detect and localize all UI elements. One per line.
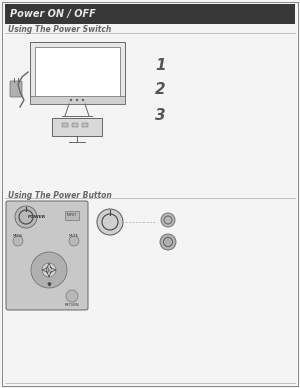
Text: MENU: MENU xyxy=(13,234,23,238)
Text: 1: 1 xyxy=(155,57,166,73)
Text: ok: ok xyxy=(46,267,52,272)
Circle shape xyxy=(42,263,56,277)
Circle shape xyxy=(76,99,78,101)
Text: Using The Power Button: Using The Power Button xyxy=(8,191,112,199)
Text: 2: 2 xyxy=(155,83,166,97)
Text: INPUT: INPUT xyxy=(67,213,77,218)
Text: Using The Power Switch: Using The Power Switch xyxy=(8,26,111,35)
FancyBboxPatch shape xyxy=(10,81,22,97)
Bar xyxy=(65,211,79,220)
Bar xyxy=(5,4,295,24)
Circle shape xyxy=(31,252,67,288)
Text: MUTE: MUTE xyxy=(69,234,79,238)
Circle shape xyxy=(97,209,123,235)
Circle shape xyxy=(161,213,175,227)
Circle shape xyxy=(13,236,23,246)
Text: POWER: POWER xyxy=(28,215,46,219)
FancyBboxPatch shape xyxy=(6,201,88,310)
Text: Power ON / OFF: Power ON / OFF xyxy=(10,9,96,19)
Bar xyxy=(30,42,125,104)
Circle shape xyxy=(70,99,72,101)
Circle shape xyxy=(82,99,84,101)
Text: RETURN: RETURN xyxy=(65,303,79,307)
Text: 3: 3 xyxy=(155,107,166,123)
Circle shape xyxy=(66,290,78,302)
Bar xyxy=(82,123,88,127)
Circle shape xyxy=(160,234,176,250)
Bar xyxy=(52,118,102,136)
Bar xyxy=(72,123,78,127)
Circle shape xyxy=(69,236,79,246)
Bar xyxy=(35,47,120,97)
Circle shape xyxy=(15,206,37,228)
Bar xyxy=(62,123,68,127)
Bar xyxy=(30,96,125,104)
